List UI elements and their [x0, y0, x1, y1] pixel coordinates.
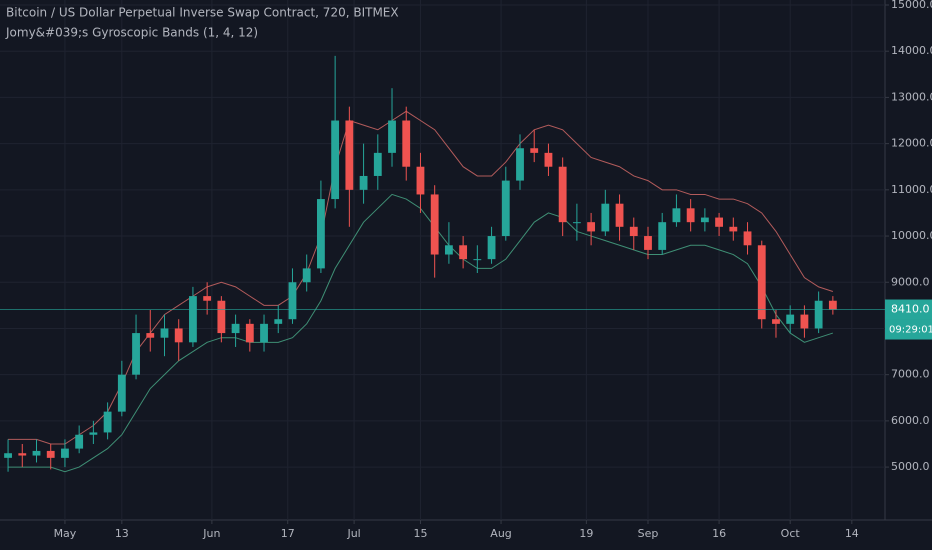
- candle-body: [757, 245, 766, 320]
- candle-body: [402, 120, 411, 167]
- candle-body: [174, 328, 183, 343]
- candle-body: [117, 374, 126, 412]
- candle-body: [615, 203, 624, 227]
- candle-body: [146, 333, 155, 338]
- candle-body: [772, 319, 780, 324]
- candle-body: [672, 208, 681, 223]
- candle-body: [317, 199, 325, 269]
- band-line: [8, 110, 834, 445]
- candle-body: [743, 231, 752, 246]
- candle-body: [217, 300, 226, 334]
- y-tick-label: 12000.0: [891, 137, 932, 150]
- x-tick-label: 14: [845, 527, 859, 540]
- x-tick-label: Jun: [202, 527, 220, 540]
- candle-body: [729, 226, 738, 232]
- x-tick-label: May: [54, 527, 77, 540]
- candle-body: [786, 314, 795, 324]
- x-tick-label: 16: [712, 527, 726, 540]
- candle-body: [416, 166, 425, 195]
- candle-body: [388, 120, 396, 153]
- candle-body: [288, 282, 297, 320]
- y-tick-label: 13000.0: [891, 90, 932, 103]
- candle-body: [61, 448, 69, 458]
- candle-body: [516, 148, 524, 181]
- candle-body: [89, 432, 98, 435]
- candle-body: [430, 194, 439, 255]
- last-price-box: [885, 299, 932, 320]
- y-tick-label: 11000.0: [891, 183, 932, 196]
- candle-body: [473, 259, 482, 261]
- x-tick-label: 13: [115, 527, 129, 540]
- chart-title: Bitcoin / US Dollar Perpetual Inverse Sw…: [6, 6, 399, 20]
- candle-body: [231, 323, 240, 334]
- x-tick-label: 15: [413, 527, 427, 540]
- candle-body: [686, 208, 695, 223]
- y-tick-label: 7000.0: [891, 368, 930, 381]
- x-tick-label: Jul: [346, 527, 360, 540]
- candle-body: [501, 180, 510, 237]
- candle-body: [558, 166, 567, 223]
- candle-body: [587, 222, 596, 232]
- candle-body: [189, 296, 197, 343]
- candle-body: [544, 152, 553, 167]
- candle-body: [658, 222, 667, 250]
- y-tick-label: 6000.0: [891, 414, 930, 427]
- candle-body: [530, 148, 539, 153]
- y-tick-label: 15000.0: [891, 0, 932, 11]
- y-tick-label: 5000.0: [891, 460, 930, 473]
- y-tick-label: 14000.0: [891, 44, 932, 57]
- candle-body: [800, 314, 809, 329]
- candle-body: [103, 411, 112, 433]
- x-tick-label: Aug: [490, 527, 511, 540]
- last-price-label: 8410.0: [891, 303, 930, 316]
- candle-body: [260, 323, 268, 343]
- x-tick-label: Sep: [638, 527, 659, 540]
- candle-body: [444, 245, 453, 255]
- candle-body: [203, 296, 212, 301]
- candle-body: [160, 328, 169, 338]
- candle-body: [302, 268, 311, 283]
- indicator-title: Jomy&#039;s Gyroscopic Bands (1, 4, 12): [5, 26, 258, 40]
- candle-body: [331, 120, 340, 200]
- countdown-box: [885, 319, 932, 340]
- x-tick-label: 19: [579, 527, 593, 540]
- candle-body: [828, 300, 837, 310]
- candle-body: [32, 450, 41, 456]
- candle-body: [373, 152, 382, 176]
- x-tick-label: Oct: [781, 527, 801, 540]
- candle-body: [274, 319, 283, 324]
- candle-body: [132, 333, 140, 375]
- y-tick-label: 9000.0: [891, 275, 930, 288]
- candle-body: [601, 203, 610, 232]
- candle-body: [629, 226, 638, 237]
- candle-body: [644, 236, 652, 250]
- candle-body: [75, 434, 84, 449]
- candle-body: [700, 217, 709, 223]
- candle-body: [4, 453, 12, 458]
- candle-body: [46, 450, 55, 458]
- y-tick-label: 10000.0: [891, 229, 932, 242]
- candle-body: [572, 222, 581, 224]
- candle-body: [345, 120, 354, 190]
- candle-body: [245, 323, 254, 343]
- x-tick-label: 17: [281, 527, 295, 540]
- candle-body: [814, 300, 823, 329]
- candle-body: [715, 217, 724, 227]
- candle-body: [18, 453, 27, 456]
- candle-body: [359, 175, 368, 190]
- candle-body: [459, 245, 468, 260]
- candle-body: [487, 236, 496, 260]
- countdown-label: 09:29:01: [889, 325, 932, 336]
